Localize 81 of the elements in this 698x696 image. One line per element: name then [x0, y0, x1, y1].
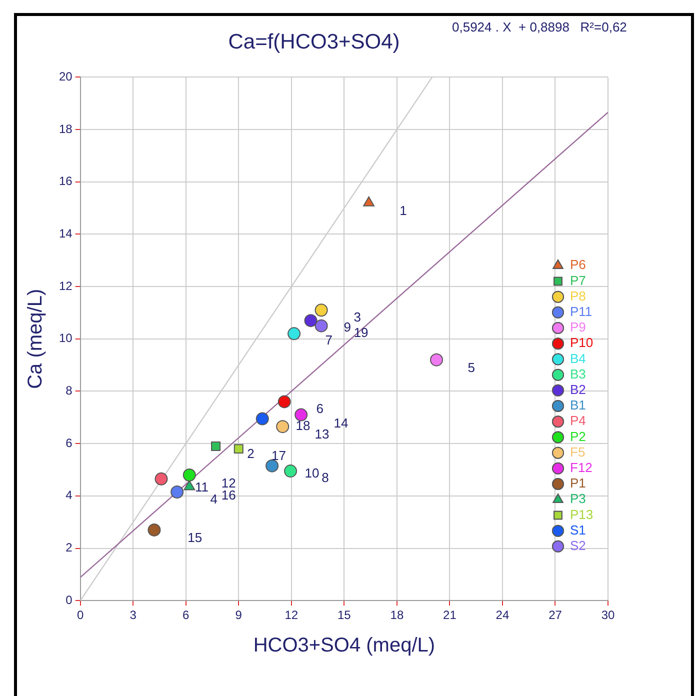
legend-label: F12 [570, 460, 592, 475]
y-tick-label: 2 [66, 540, 73, 555]
point [234, 444, 244, 454]
y-tick-label: 12 [58, 278, 73, 293]
annotation: 7 [325, 332, 332, 348]
point [170, 485, 184, 498]
x-tick-label: 0 [77, 608, 84, 622]
legend-label: P7 [570, 272, 586, 288]
annotation: 13 [314, 426, 330, 442]
point [182, 468, 196, 482]
legend-label: B4 [570, 350, 586, 366]
annotation: 5 [468, 360, 475, 375]
y-tick-label: 6 [66, 436, 73, 450]
legend-label: P10 [570, 335, 594, 350]
x-axis-title: HCO3+SO4 (meq/L) [253, 634, 436, 657]
y-axis-title: Ca (meq/L) [24, 288, 47, 389]
legend-label: B2 [570, 382, 586, 397]
x-tick-label: 24 [496, 608, 510, 622]
legend-label: P2 [570, 428, 586, 444]
annotation: 15 [188, 530, 202, 545]
x-tick-label: 15 [337, 608, 352, 622]
legend-label: P13 [570, 506, 594, 522]
point [266, 459, 279, 472]
point [294, 408, 308, 422]
y-tick-label: 14 [58, 226, 73, 241]
point [256, 412, 269, 426]
point [154, 472, 168, 486]
annotation: 10 [304, 466, 320, 481]
legend-label: B3 [570, 366, 586, 382]
text: 0,5924 . X + 0,8898 R²=0,62 [452, 20, 627, 35]
annotation: 3 [354, 310, 361, 325]
y-tick-label: 10 [58, 331, 73, 346]
y-tick-label: 8 [66, 384, 73, 398]
y-tick-label: 0 [66, 592, 73, 607]
annotation: 16 [221, 488, 236, 502]
legend-label: F5 [570, 444, 586, 460]
legend-label: P11 [570, 304, 592, 319]
x-tick-label: 3 [130, 608, 137, 622]
legend-label: P9 [570, 320, 586, 335]
annotation: 9 [344, 319, 351, 334]
x-tick-label: 18 [390, 608, 404, 622]
point [314, 319, 328, 332]
x-tick-label: 9 [235, 608, 242, 622]
chart-title: Ca=f(HCO3+SO4) [228, 30, 400, 54]
legend-label: B1 [570, 398, 586, 413]
point [278, 395, 291, 408]
legend-label: P4 [570, 413, 586, 428]
annotation: 2 [247, 446, 254, 462]
legend-label: P6 [570, 257, 586, 272]
x-tick-label: 6 [182, 608, 190, 622]
legend-label: S1 [570, 522, 586, 538]
y-tick-label: 16 [58, 174, 73, 188]
y-tick-label: 18 [58, 122, 73, 136]
x-tick-label: 12 [284, 608, 298, 622]
annotation: 18 [296, 418, 310, 433]
point [276, 420, 290, 434]
point [430, 353, 444, 366]
x-tick-label: 21 [443, 608, 457, 622]
legend-label: P1 [570, 476, 586, 491]
point [148, 523, 161, 536]
point [288, 327, 301, 340]
y-tick-label: 4 [66, 488, 73, 502]
annotation: 14 [334, 415, 348, 430]
point [184, 480, 196, 490]
x-tick-label: 27 [548, 608, 562, 622]
point [211, 441, 221, 451]
x-tick-label: 30 [601, 608, 615, 622]
annotation: 17 [272, 448, 286, 464]
legend-label: P8 [570, 288, 586, 304]
annotation: 11 [194, 480, 208, 495]
annotation: 4 [210, 492, 218, 507]
point [304, 314, 318, 328]
annotation: 12 [221, 475, 236, 490]
legend-label: P3 [570, 491, 586, 506]
annotation: 8 [322, 470, 329, 486]
point [314, 304, 328, 317]
annotation: 6 [316, 401, 324, 416]
legend-label: S2 [570, 538, 586, 553]
point [284, 464, 298, 478]
y-tick-label: 20 [58, 70, 73, 84]
annotation: 1 [400, 202, 407, 218]
